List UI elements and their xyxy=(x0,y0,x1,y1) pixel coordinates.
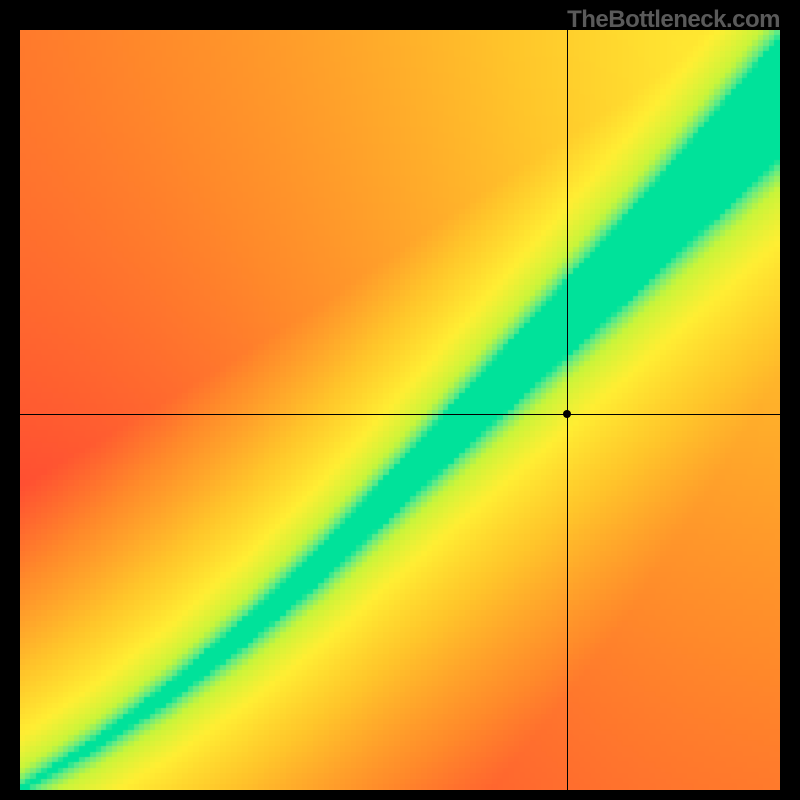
heatmap-canvas xyxy=(20,30,780,790)
crosshair-horizontal xyxy=(20,414,780,415)
plot-area xyxy=(20,30,780,790)
crosshair-marker[interactable] xyxy=(563,410,571,418)
watermark-text: TheBottleneck.com xyxy=(567,6,780,34)
chart-container: { "watermark": "TheBottleneck.com", "wat… xyxy=(0,0,800,800)
